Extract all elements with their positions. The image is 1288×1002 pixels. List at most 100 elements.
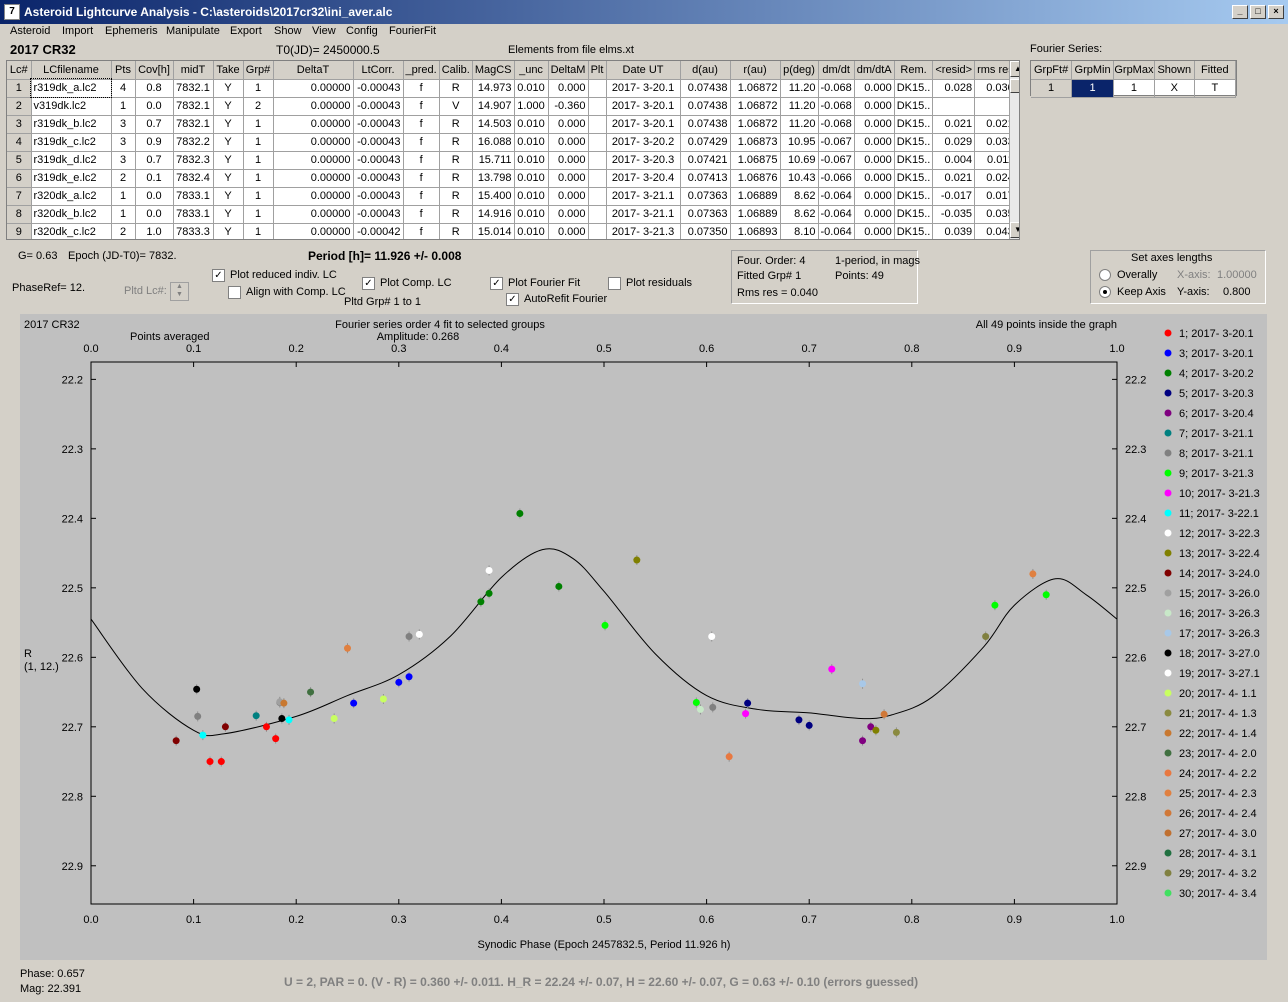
table-cell[interactable]: 0.021 bbox=[932, 115, 976, 134]
table-cell[interactable]: 2 bbox=[111, 169, 136, 188]
table-cell[interactable]: 0.021 bbox=[974, 115, 1017, 134]
table-cell[interactable]: f bbox=[403, 115, 440, 134]
table-cell[interactable]: 2017- 3-20.4 bbox=[606, 169, 681, 188]
column-header[interactable]: dm/dtA bbox=[854, 61, 895, 80]
table-cell[interactable]: DK15.. bbox=[894, 223, 934, 239]
menu-import[interactable]: Import bbox=[62, 25, 94, 37]
column-header[interactable]: d(au) bbox=[680, 61, 731, 80]
table-cell[interactable]: 7832.1 bbox=[173, 79, 214, 98]
column-header[interactable]: Pts bbox=[111, 61, 136, 80]
column-header[interactable]: Date UT bbox=[606, 61, 681, 80]
column-header[interactable]: Take bbox=[213, 61, 244, 80]
table-cell[interactable]: DK15.. bbox=[894, 205, 934, 224]
table-cell[interactable]: 0.07413 bbox=[680, 169, 731, 188]
table-cell[interactable]: 0.029 bbox=[932, 133, 976, 152]
maximize-button[interactable]: □ bbox=[1250, 5, 1266, 19]
table-row[interactable]: 7 r320dk_a.lc2 1 0.0 7833.1 Y 1 0.00000 -0.00043… bbox=[7, 187, 1017, 206]
table-cell[interactable] bbox=[588, 97, 607, 116]
overally-radio[interactable] bbox=[1099, 269, 1111, 281]
column-header[interactable]: Lc# bbox=[7, 61, 32, 80]
column-header[interactable]: midT bbox=[173, 61, 214, 80]
table-cell[interactable]: r319dk_d.lc2 bbox=[31, 151, 112, 170]
table-cell[interactable]: 0.00000 bbox=[273, 133, 354, 152]
table-cell[interactable]: Y bbox=[213, 133, 244, 152]
table-cell[interactable]: 7833.1 bbox=[173, 205, 214, 224]
table-cell[interactable]: r319dk_c.lc2 bbox=[31, 133, 112, 152]
fcell-shown[interactable]: X bbox=[1154, 79, 1195, 98]
column-header[interactable]: Plt bbox=[588, 61, 607, 80]
table-cell[interactable]: 0.07350 bbox=[680, 223, 731, 239]
scroll-up-button[interactable]: ▲ bbox=[1010, 61, 1019, 77]
table-cell[interactable]: 0.004 bbox=[932, 151, 976, 170]
table-cell[interactable] bbox=[588, 205, 607, 224]
table-cell[interactable]: 14.503 bbox=[472, 115, 515, 134]
menu-asteroid[interactable]: Asteroid bbox=[10, 25, 51, 37]
table-cell[interactable]: 8.10 bbox=[780, 223, 819, 239]
fcell-grpmax[interactable]: 1 bbox=[1113, 79, 1155, 98]
table-cell[interactable]: 0.00000 bbox=[273, 205, 354, 224]
table-cell[interactable]: 1 bbox=[243, 223, 274, 239]
table-cell[interactable]: 2017- 3-20.3 bbox=[606, 151, 681, 170]
table-cell[interactable]: R bbox=[439, 187, 473, 206]
autorefit-checkbox[interactable]: ✓ bbox=[506, 293, 519, 306]
table-cell[interactable]: 0.030 bbox=[974, 79, 1017, 98]
table-cell[interactable]: -0.00043 bbox=[353, 169, 404, 188]
table-row[interactable]: 1 r319dk_a.lc2 4 0.8 7832.1 Y 1 0.00000 -0.00043… bbox=[7, 78, 1017, 98]
table-cell[interactable]: 0.000 bbox=[854, 187, 895, 206]
table-cell[interactable]: 0.07421 bbox=[680, 151, 731, 170]
table-row[interactable]: 8 r320dk_b.lc2 1 0.0 7833.1 Y 1 0.00000 -0.00043… bbox=[7, 205, 1017, 224]
table-cell[interactable]: 2017- 3-20.1 bbox=[606, 97, 681, 116]
column-header[interactable]: Grp# bbox=[243, 61, 274, 80]
table-cell[interactable] bbox=[588, 151, 607, 170]
table-cell[interactable]: 0.000 bbox=[854, 79, 895, 98]
table-cell[interactable]: 14.973 bbox=[472, 79, 515, 98]
row-number-cell[interactable]: 4 bbox=[7, 133, 32, 152]
table-cell[interactable]: 2017- 3-20.2 bbox=[606, 133, 681, 152]
table-cell[interactable]: Y bbox=[213, 223, 244, 239]
menu-fourierfit[interactable]: FourierFit bbox=[389, 25, 437, 37]
table-cell[interactable]: R bbox=[439, 115, 473, 134]
table-cell[interactable]: DK15.. bbox=[894, 133, 934, 152]
table-cell[interactable]: 0.7 bbox=[135, 115, 174, 134]
column-header[interactable]: _unc bbox=[514, 61, 549, 80]
table-cell[interactable]: 1 bbox=[111, 97, 136, 116]
table-cell[interactable]: r320dk_b.lc2 bbox=[31, 205, 112, 224]
table-cell[interactable] bbox=[588, 79, 607, 98]
table-cell[interactable]: -0.00043 bbox=[353, 79, 404, 98]
keep-axis-radio[interactable] bbox=[1099, 286, 1111, 298]
column-header[interactable]: p(deg) bbox=[780, 61, 819, 80]
row-number-cell[interactable]: 8 bbox=[7, 205, 32, 224]
menu-export[interactable]: Export bbox=[230, 25, 262, 37]
table-cell[interactable]: -0.068 bbox=[818, 79, 855, 98]
column-header[interactable]: LCfilename bbox=[31, 61, 112, 80]
table-cell[interactable]: -0.00043 bbox=[353, 205, 404, 224]
table-cell[interactable]: Y bbox=[213, 151, 244, 170]
table-cell[interactable]: f bbox=[403, 151, 440, 170]
table-cell[interactable]: f bbox=[403, 223, 440, 239]
table-cell[interactable]: -0.00043 bbox=[353, 151, 404, 170]
table-cell[interactable]: 0.010 bbox=[514, 151, 549, 170]
table-cell[interactable]: -0.00043 bbox=[353, 133, 404, 152]
plot-comp-checkbox[interactable]: ✓ bbox=[362, 277, 375, 290]
menu-manipulate[interactable]: Manipulate bbox=[166, 25, 220, 37]
table-cell[interactable] bbox=[588, 169, 607, 188]
table-cell[interactable]: Y bbox=[213, 187, 244, 206]
plot-fourier-checkbox[interactable]: ✓ bbox=[490, 277, 503, 290]
table-cell[interactable] bbox=[932, 97, 976, 116]
table-cell[interactable]: 1.06875 bbox=[730, 151, 781, 170]
table-cell[interactable]: 2017- 3-20.1 bbox=[606, 115, 681, 134]
table-cell[interactable]: 0.07438 bbox=[680, 79, 731, 98]
table-cell[interactable]: 0.017 bbox=[974, 187, 1017, 206]
menu-ephemeris[interactable]: Ephemeris bbox=[105, 25, 158, 37]
menu-show[interactable]: Show bbox=[274, 25, 302, 37]
table-cell[interactable]: 13.798 bbox=[472, 169, 515, 188]
table-cell[interactable]: 1 bbox=[243, 115, 274, 134]
table-cell[interactable]: 0.010 bbox=[514, 79, 549, 98]
table-cell[interactable]: 4 bbox=[111, 79, 136, 98]
column-header[interactable]: Rem. bbox=[894, 61, 934, 80]
column-header[interactable]: Calib. bbox=[439, 61, 473, 80]
table-cell[interactable]: 0.010 bbox=[514, 133, 549, 152]
column-header[interactable]: <resid> bbox=[932, 61, 976, 80]
table-cell[interactable]: 10.43 bbox=[780, 169, 819, 188]
table-row[interactable]: 4 r319dk_c.lc2 3 0.9 7832.2 Y 1 0.00000 -0.00043… bbox=[7, 133, 1017, 152]
